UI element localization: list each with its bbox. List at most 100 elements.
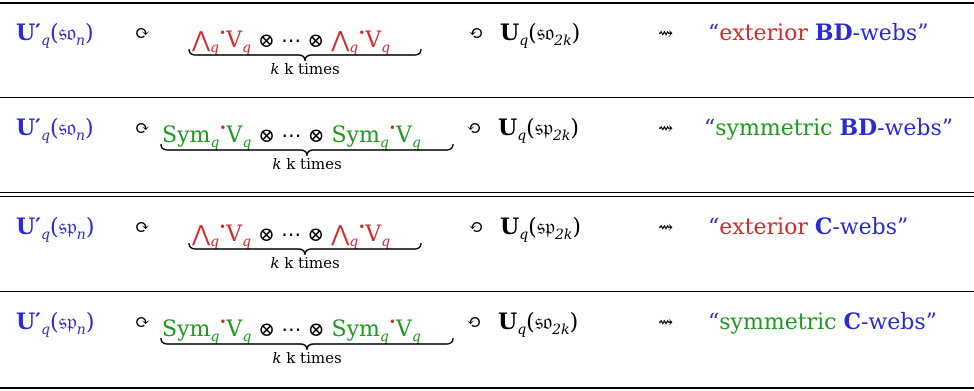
correspondence-icon: ⇝ [658, 113, 673, 144]
correspondence: ⇝ [658, 312, 674, 333]
correspondence: ⇝ [658, 23, 674, 44]
left-lie: (𝔰𝔭 [49, 215, 77, 240]
brace-label: k k times [272, 349, 342, 367]
rule-1 [0, 97, 974, 98]
power-base-2: Sym [331, 317, 380, 342]
power-base-2: Sym [331, 123, 380, 148]
vector-2: V [395, 317, 412, 342]
right-q: q [517, 322, 527, 338]
right-close: ) [570, 116, 579, 141]
left-algebra: U′q(𝔰𝔬n) [16, 18, 94, 56]
left-action: ⟳ [135, 312, 151, 333]
left-lie: (𝔰𝔭 [49, 310, 77, 335]
right-action-icon: ⟲ [468, 212, 483, 243]
power-q: q [210, 40, 220, 56]
correspondence-icon: ⇝ [658, 212, 673, 243]
power-dot-2: • [358, 220, 366, 234]
right-algebra: Uq(𝔰𝔬2k) [498, 307, 578, 345]
left-action: ⟳ [135, 217, 151, 238]
right-action: ⟲ [466, 118, 482, 139]
power-base: ⋀ [192, 28, 211, 53]
web-kind: symmetric [715, 116, 833, 141]
left-index: n [76, 322, 86, 338]
left-q: q [41, 322, 50, 338]
power-dot-2: • [388, 315, 396, 329]
web-open: “ [708, 215, 720, 240]
brace-label: k k times [270, 254, 340, 272]
vector: V [226, 123, 243, 148]
correspondence: ⇝ [658, 118, 674, 139]
correspondence-icon: ⇝ [658, 307, 673, 338]
underbrace [160, 143, 454, 157]
left-algebra: U′ [16, 309, 41, 335]
left-action-icon: ⟳ [135, 113, 150, 144]
underbrace [188, 48, 422, 62]
tensor-product: Symq•Vq ⊗ ⋯ ⊗ Symq•Vq [162, 113, 421, 158]
left-action: ⟳ [135, 118, 151, 139]
tensor: ⊗ ⋯ ⊗ [257, 28, 325, 52]
power-base: Sym [162, 123, 211, 148]
underbrace-path [160, 337, 454, 351]
right-q: q [519, 227, 529, 243]
underbrace [188, 242, 422, 256]
vector-q-2: q [411, 329, 421, 345]
right-close: ) [571, 21, 581, 46]
web-kind: exterior [719, 215, 808, 240]
table-row-4: U′q(𝔰𝔭n) ⟳ Symq•Vq ⊗ ⋯ ⊗ Symq•Vq k k tim… [0, 293, 974, 381]
web-suffix: -webs” [860, 310, 937, 335]
left-action: ⟳ [135, 23, 151, 44]
web-type: C [843, 309, 861, 335]
power-q: q [210, 135, 220, 151]
right-algebra: Uq(𝔰𝔭2k) [498, 113, 579, 151]
power-dot: • [219, 220, 227, 234]
right-close: ) [572, 215, 581, 240]
power-q: q [210, 234, 220, 250]
rule-2a [0, 192, 974, 193]
vector-2: V [395, 123, 412, 148]
left-lie: (𝔰𝔬 [49, 21, 76, 46]
web-name: “symmetric BD-webs” [704, 113, 953, 144]
right-action-icon: ⟲ [466, 113, 481, 144]
brace-label: k times [284, 60, 340, 78]
power-dot-2: • [388, 121, 396, 135]
left-action-icon: ⟳ [135, 212, 150, 243]
right-close: ) [569, 310, 579, 335]
left-close: ) [85, 116, 94, 141]
correspondence: ⇝ [658, 217, 674, 238]
right-q: q [517, 128, 527, 144]
web-type: C [814, 214, 833, 240]
power-base-2: ⋀ [331, 222, 350, 247]
brace-label: k k times [270, 60, 340, 78]
web-suffix: -webs” [832, 215, 909, 240]
left-action-icon: ⟳ [135, 307, 150, 338]
vector: V [226, 28, 242, 53]
right-action: ⟲ [466, 312, 482, 333]
right-algebra: U [498, 309, 518, 335]
underbrace-path [188, 48, 422, 62]
vector-q-2: q [381, 234, 391, 250]
left-close: ) [85, 215, 95, 240]
tensor: ⊗ ⋯ ⊗ [257, 222, 325, 246]
right-action-icon: ⟲ [466, 307, 481, 338]
power-dot: • [219, 121, 227, 135]
vector-2: V [365, 222, 382, 247]
web-open: “ [704, 116, 716, 141]
power-q-2: q [349, 234, 359, 250]
left-close: ) [85, 21, 94, 46]
web-name: “exterior BD-webs” [708, 18, 928, 49]
right-algebra: Uq(𝔰𝔭2k) [500, 212, 581, 250]
brace-label: k times [286, 155, 342, 173]
tensor-product: Symq•Vq ⊗ ⋯ ⊗ Symq•Vq [162, 307, 421, 352]
tensor: ⊗ ⋯ ⊗ [258, 123, 325, 147]
underbrace [160, 337, 454, 351]
right-algebra: Uq(𝔰𝔬2k) [500, 18, 580, 56]
left-algebra: U′ [16, 20, 41, 46]
left-algebra: U′ [16, 115, 41, 141]
right-lie: (𝔰𝔬 [526, 310, 553, 335]
left-algebra: U′ [16, 214, 41, 240]
tensor-product: ⋀q•Vq ⊗ ⋯ ⊗ ⋀q•Vq [192, 18, 390, 63]
right-action-icon: ⟲ [468, 18, 483, 49]
right-algebra: U [500, 20, 520, 46]
left-close: ) [85, 310, 95, 335]
right-action: ⟲ [468, 217, 484, 238]
